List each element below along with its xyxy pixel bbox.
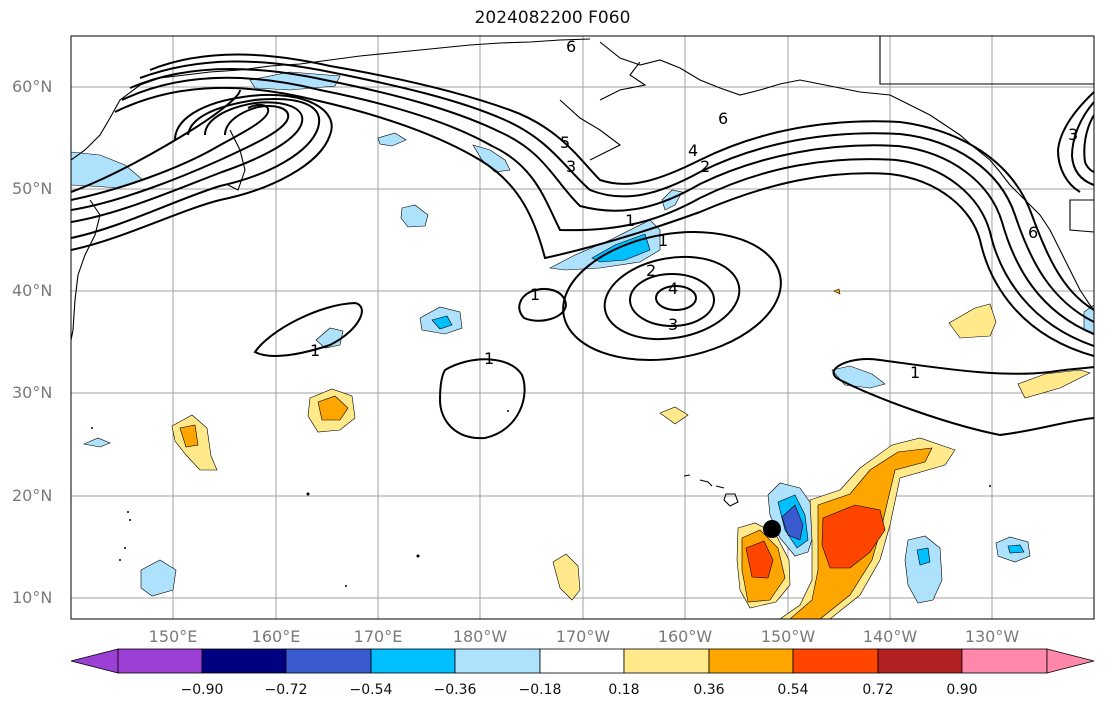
- colorbar-segment: [792, 648, 879, 674]
- contour-label: 3: [668, 315, 678, 334]
- colorbar-tick-label: 0.36: [693, 682, 725, 698]
- lon-label: 160°E: [251, 627, 301, 646]
- lat-label: 50°N: [12, 179, 53, 198]
- contour-label: 1: [658, 231, 668, 250]
- lat-label: 10°N: [12, 588, 53, 607]
- contour-label: 2: [700, 157, 710, 176]
- colorbar-tick-label: 0.90: [946, 682, 978, 698]
- colorbar-segment: [285, 648, 372, 674]
- colorbar-segment: [70, 648, 119, 674]
- contour-label: 2: [646, 261, 656, 280]
- contour-label: 6: [1028, 223, 1038, 242]
- colorbar-segment: [877, 648, 963, 674]
- lon-label: 150°W: [760, 627, 816, 646]
- lat-label: 30°N: [12, 383, 53, 402]
- contour-label: 3: [566, 157, 576, 176]
- contour-label: 6: [718, 109, 728, 128]
- colorbar-segment: [117, 648, 203, 674]
- contour-label: 4: [688, 141, 698, 160]
- colorbar-tick-label: −0.54: [349, 682, 393, 698]
- contour-label: 1: [625, 211, 635, 230]
- storm-position-marker: [763, 520, 781, 538]
- colorbar-segment: [961, 648, 1048, 674]
- colorbar-segment: [201, 648, 287, 674]
- colorbar-segment: [539, 648, 625, 674]
- negative-anomaly-shading: [71, 71, 1094, 604]
- colorbar-tick-label: −0.36: [433, 682, 477, 698]
- map-title: 2024082200 F060: [474, 8, 631, 28]
- contour-label: 5: [560, 133, 570, 152]
- contour-label: 1: [484, 349, 494, 368]
- lat-label: 20°N: [12, 486, 53, 505]
- contour-label: 1: [530, 285, 540, 304]
- colorbar-tick-label: −0.72: [264, 682, 308, 698]
- lon-label: 130°W: [964, 627, 1020, 646]
- lat-label: 60°N: [12, 77, 53, 96]
- lon-label: 180°W: [452, 627, 508, 646]
- colorbar: [70, 648, 1095, 674]
- plot-frame: [70, 35, 1095, 620]
- contour-lines: [71, 53, 1094, 440]
- lat-label: 40°N: [12, 281, 53, 300]
- contour-label: 1: [310, 341, 320, 360]
- contour-labels: 6 5 3 6 4 2 1 1 2 4 3 1 1 1 1 3 6: [310, 37, 1078, 382]
- contour-label: 3: [1068, 125, 1078, 144]
- hawaiian-islands: [683, 474, 739, 507]
- colorbar-segment: [454, 648, 541, 674]
- lon-label: 170°E: [353, 627, 403, 646]
- colorbar-tick-label: −0.18: [518, 682, 562, 698]
- colorbar-tick-label: 0.18: [608, 682, 640, 698]
- colorbar-tick-label: 0.72: [862, 682, 894, 698]
- colorbar-tick-label: −0.90: [180, 682, 224, 698]
- positive-anomaly-shading: [171, 288, 1091, 619]
- lon-label: 170°W: [555, 627, 611, 646]
- lon-label: 150°E: [148, 627, 198, 646]
- contour-label: 6: [566, 37, 576, 56]
- small-islands: [91, 410, 991, 587]
- colorbar-tick-label: 0.54: [777, 682, 809, 698]
- coastlines: [71, 36, 1094, 341]
- colorbar-segment: [370, 648, 456, 674]
- colorbar-segment: [623, 648, 710, 674]
- colorbar-segment: [1046, 648, 1095, 674]
- lon-label: 160°W: [657, 627, 713, 646]
- contour-label: 4: [668, 279, 678, 298]
- lon-label: 140°W: [862, 627, 918, 646]
- contour-label: 1: [910, 363, 920, 382]
- colorbar-segment: [708, 648, 794, 674]
